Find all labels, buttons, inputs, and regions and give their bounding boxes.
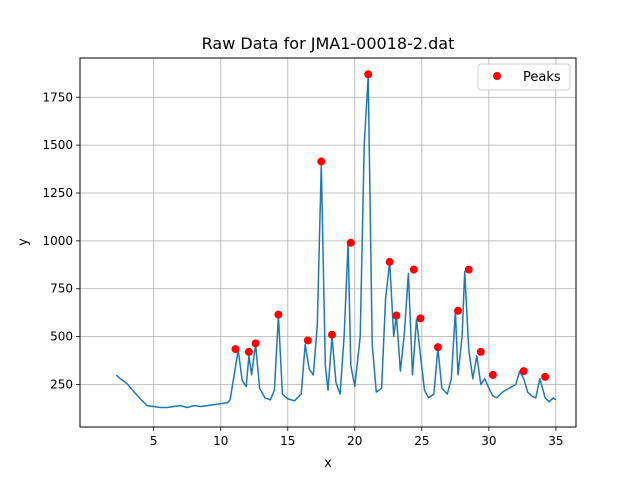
y-tick-label: 750 [50, 282, 73, 296]
legend-peaks-marker [493, 72, 501, 80]
peak-point [346, 238, 355, 247]
y-tick-label: 250 [50, 377, 73, 391]
peak-point [488, 370, 497, 379]
legend-box [477, 63, 571, 91]
y-axis-label: y [16, 238, 31, 246]
grid-lines [80, 58, 576, 427]
peak-point [364, 70, 373, 79]
x-tick-label: 30 [481, 434, 496, 448]
peak-point [519, 367, 528, 376]
peak-point [541, 372, 550, 381]
plot-data [115, 70, 557, 409]
x-tick-label: 5 [150, 434, 158, 448]
y-tick-label: 1250 [42, 186, 73, 200]
y-tick-label: 1750 [42, 90, 73, 104]
x-tick-label: 20 [347, 434, 362, 448]
peak-point [317, 157, 326, 166]
peak-point [231, 345, 240, 354]
legend: Peaks [477, 63, 571, 91]
raw-data-line [115, 75, 557, 409]
peak-point [454, 306, 463, 315]
peak-point [303, 336, 312, 345]
x-tick-label: 10 [213, 434, 228, 448]
peak-point [433, 343, 442, 352]
plot-frame [79, 57, 577, 428]
peak-point [409, 265, 418, 274]
peak-point [251, 339, 260, 348]
x-tick-label: 35 [548, 434, 563, 448]
y-tick-label: 1500 [42, 138, 73, 152]
legend-peaks-label: Peaks [523, 70, 561, 85]
peak-point [476, 347, 485, 356]
y-tick-label: 500 [50, 330, 73, 344]
axis-ticks: 5 10 15 20 25 30 35 250 500 750 1000 1250 1500 1750 [42, 90, 563, 448]
x-tick-label: 25 [414, 434, 429, 448]
y-tick-label: 1000 [42, 234, 73, 248]
peak-point [464, 265, 473, 274]
chart-title: Raw Data for JMA1-00018-2.dat [202, 34, 455, 53]
peak-point [392, 311, 401, 320]
x-axis-label: x [324, 456, 332, 471]
peak-point [328, 330, 337, 339]
peak-point [244, 347, 253, 356]
peak-point [274, 310, 283, 319]
peak-point [416, 314, 425, 323]
x-tick-label: 15 [280, 434, 295, 448]
peak-point [385, 257, 394, 266]
